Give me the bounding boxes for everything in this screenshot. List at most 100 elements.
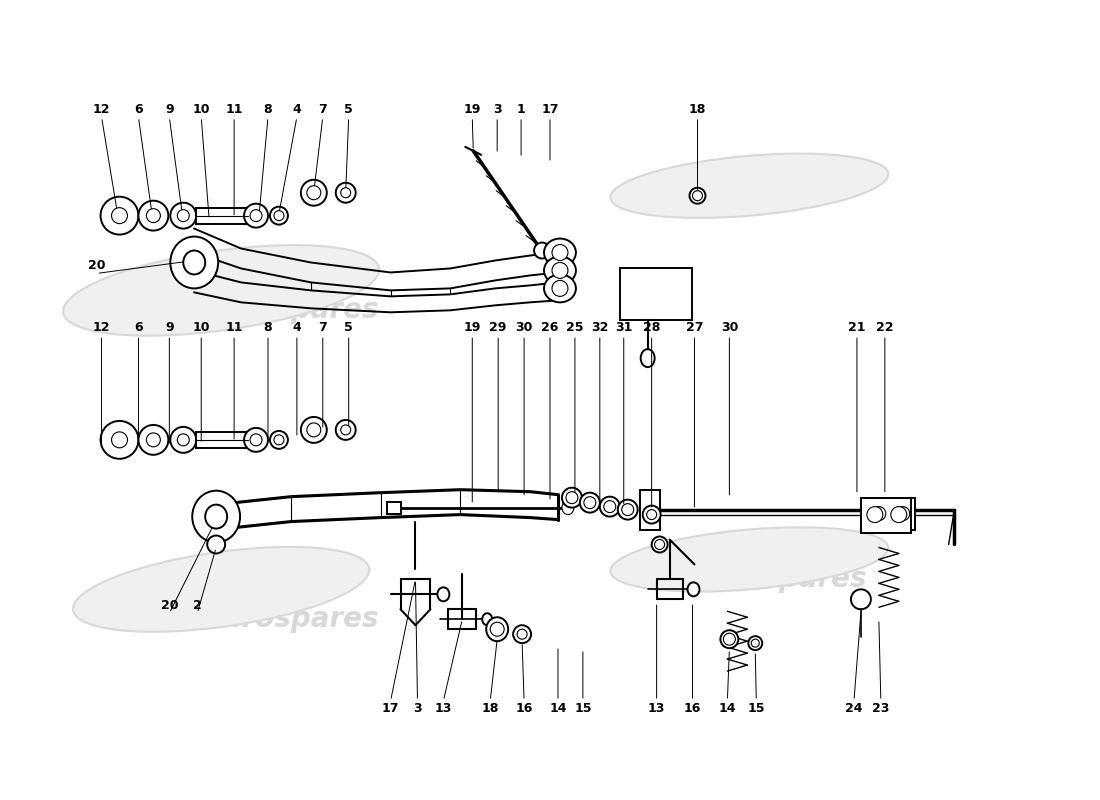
Circle shape bbox=[621, 504, 634, 515]
Circle shape bbox=[552, 245, 568, 261]
Ellipse shape bbox=[618, 500, 638, 519]
Text: 7: 7 bbox=[318, 102, 327, 115]
Ellipse shape bbox=[640, 349, 654, 367]
Text: 32: 32 bbox=[591, 321, 608, 334]
Text: 12: 12 bbox=[92, 102, 110, 115]
Text: eurospares: eurospares bbox=[692, 172, 867, 200]
Circle shape bbox=[604, 501, 616, 513]
Text: 20: 20 bbox=[161, 598, 178, 612]
Text: 15: 15 bbox=[748, 702, 764, 715]
Ellipse shape bbox=[139, 425, 168, 455]
Text: 4: 4 bbox=[293, 102, 301, 115]
Circle shape bbox=[341, 425, 351, 435]
Circle shape bbox=[517, 630, 527, 639]
Ellipse shape bbox=[63, 245, 379, 336]
Ellipse shape bbox=[748, 636, 762, 650]
Ellipse shape bbox=[720, 630, 738, 648]
Text: 27: 27 bbox=[685, 321, 703, 334]
Ellipse shape bbox=[184, 250, 206, 274]
Text: 22: 22 bbox=[876, 321, 893, 334]
Ellipse shape bbox=[562, 501, 574, 514]
Ellipse shape bbox=[270, 431, 288, 449]
Text: 2: 2 bbox=[192, 598, 201, 612]
Circle shape bbox=[693, 190, 703, 201]
Bar bbox=[386, 502, 400, 514]
Ellipse shape bbox=[100, 197, 139, 234]
Circle shape bbox=[146, 433, 161, 447]
Text: 14: 14 bbox=[718, 702, 736, 715]
Text: 5: 5 bbox=[344, 102, 353, 115]
Ellipse shape bbox=[139, 201, 168, 230]
Text: 20: 20 bbox=[88, 259, 106, 272]
Bar bbox=[619, 269, 692, 320]
Ellipse shape bbox=[688, 582, 700, 596]
Circle shape bbox=[647, 510, 657, 519]
Text: 17: 17 bbox=[541, 102, 559, 115]
Circle shape bbox=[724, 633, 736, 645]
Circle shape bbox=[274, 435, 284, 445]
Circle shape bbox=[177, 210, 189, 222]
Text: 6: 6 bbox=[134, 321, 143, 334]
Text: eurospares: eurospares bbox=[204, 606, 378, 634]
Ellipse shape bbox=[73, 547, 370, 632]
Text: 5: 5 bbox=[344, 321, 353, 334]
Circle shape bbox=[307, 186, 321, 200]
Circle shape bbox=[341, 188, 351, 198]
Ellipse shape bbox=[482, 614, 492, 626]
Text: 7: 7 bbox=[318, 321, 327, 334]
Text: 9: 9 bbox=[165, 102, 174, 115]
Bar bbox=[196, 432, 249, 448]
Text: 9: 9 bbox=[165, 321, 174, 334]
Text: 15: 15 bbox=[574, 702, 592, 715]
Bar bbox=[196, 208, 249, 224]
Text: 1: 1 bbox=[517, 102, 526, 115]
Circle shape bbox=[250, 434, 262, 446]
Text: eurospares: eurospares bbox=[204, 296, 378, 324]
Text: 16: 16 bbox=[684, 702, 701, 715]
Text: 4: 4 bbox=[293, 321, 301, 334]
Text: 12: 12 bbox=[92, 321, 110, 334]
Bar bbox=[867, 498, 915, 530]
Circle shape bbox=[307, 423, 321, 437]
Text: 10: 10 bbox=[192, 321, 210, 334]
Ellipse shape bbox=[895, 506, 910, 521]
Text: 8: 8 bbox=[264, 321, 273, 334]
Ellipse shape bbox=[170, 237, 218, 288]
Text: 3: 3 bbox=[493, 102, 502, 115]
Text: 10: 10 bbox=[192, 102, 210, 115]
Circle shape bbox=[274, 210, 284, 221]
Bar bbox=[861, 498, 911, 533]
Text: 18: 18 bbox=[689, 102, 706, 115]
Text: 6: 6 bbox=[134, 102, 143, 115]
Text: 11: 11 bbox=[226, 102, 243, 115]
Ellipse shape bbox=[513, 626, 531, 643]
Ellipse shape bbox=[486, 618, 508, 641]
Ellipse shape bbox=[580, 493, 600, 513]
Circle shape bbox=[851, 590, 871, 610]
Bar bbox=[624, 273, 688, 316]
Text: 28: 28 bbox=[644, 321, 660, 334]
Circle shape bbox=[565, 492, 578, 504]
Text: 30: 30 bbox=[720, 321, 738, 334]
Circle shape bbox=[250, 210, 262, 222]
Ellipse shape bbox=[544, 238, 576, 266]
Circle shape bbox=[491, 622, 504, 636]
Text: 14: 14 bbox=[549, 702, 566, 715]
Ellipse shape bbox=[544, 274, 576, 302]
Text: 29: 29 bbox=[490, 321, 507, 334]
Ellipse shape bbox=[301, 180, 327, 206]
Text: 31: 31 bbox=[615, 321, 632, 334]
Circle shape bbox=[552, 281, 568, 296]
Text: 21: 21 bbox=[848, 321, 866, 334]
Text: 25: 25 bbox=[566, 321, 584, 334]
Ellipse shape bbox=[336, 420, 355, 440]
Ellipse shape bbox=[642, 506, 661, 523]
Ellipse shape bbox=[100, 421, 139, 458]
Text: 24: 24 bbox=[845, 702, 862, 715]
Ellipse shape bbox=[867, 506, 883, 522]
Text: 26: 26 bbox=[541, 321, 559, 334]
Text: 23: 23 bbox=[872, 702, 890, 715]
Ellipse shape bbox=[562, 488, 582, 508]
Ellipse shape bbox=[301, 417, 327, 443]
Ellipse shape bbox=[170, 427, 196, 453]
